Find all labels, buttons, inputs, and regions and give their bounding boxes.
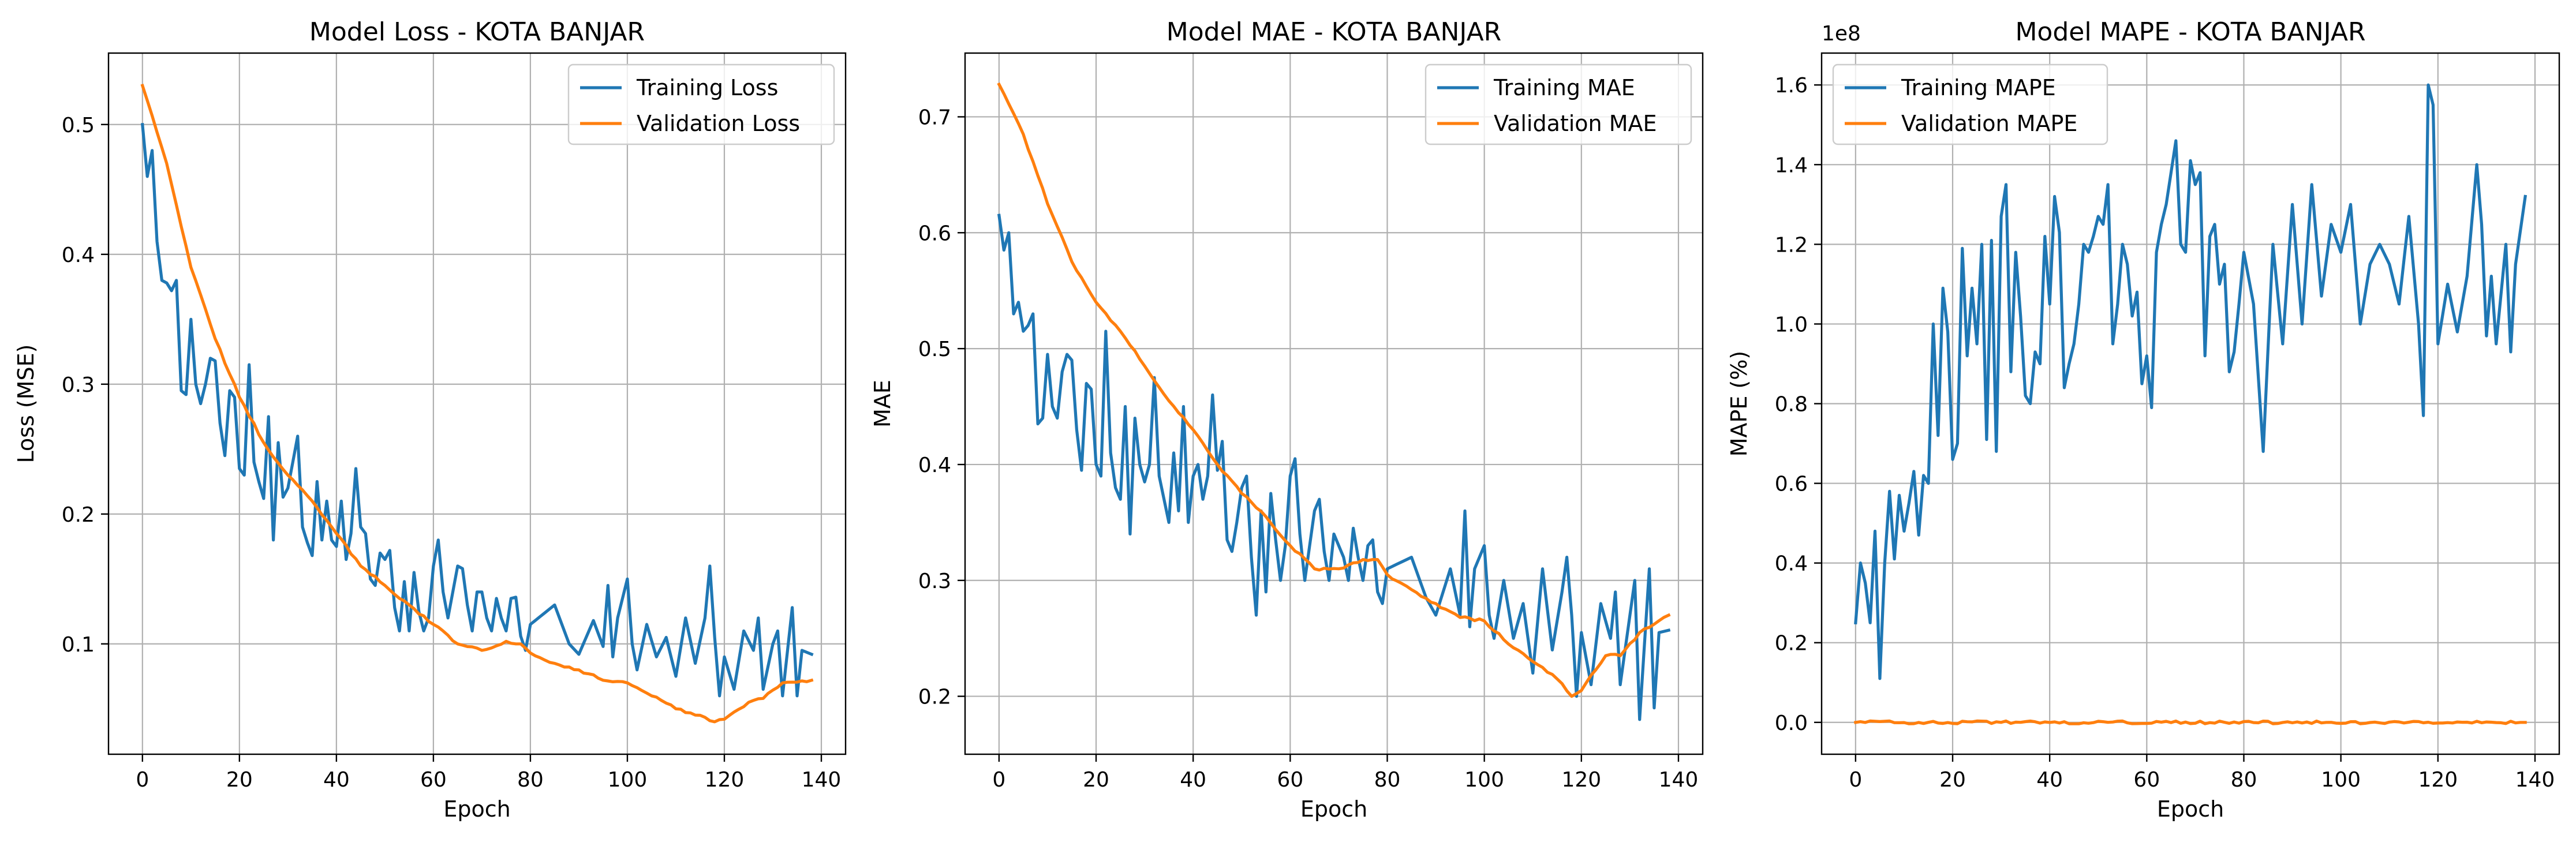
x-tick-label: 60 (1277, 768, 1303, 792)
x-tick-label: 100 (1464, 768, 1504, 792)
chart-title: Model MAE - KOTA BANJAR (1167, 17, 1502, 47)
series-line-validation (1853, 719, 2527, 725)
legend-label: Training MAPE (1901, 75, 2056, 100)
x-tick-label: 100 (608, 768, 648, 792)
x-tick-label: 80 (2231, 768, 2257, 792)
legend-box (1425, 63, 1692, 145)
y-tick-label: 1.2 (1775, 233, 1808, 257)
x-tick-label: 140 (802, 768, 842, 792)
y-tick-label: 0.2 (62, 503, 95, 527)
series-line-training (140, 122, 814, 698)
legend: Training MAPE Validation MAPE (1832, 63, 2108, 145)
y-axis-label: MAPE (%) (1726, 351, 1752, 457)
y-tick-label: 0.5 (918, 338, 951, 361)
x-axis-label: Epoch (443, 796, 510, 822)
x-tick-label: 40 (2036, 768, 2063, 792)
x-tick-label: 20 (1939, 768, 1966, 792)
y-tick-label: 0.4 (62, 244, 95, 267)
legend-label: Training MAE (1493, 75, 1635, 100)
chart-title: Model MAPE - KOTA BANJAR (2015, 17, 2365, 47)
legend-label: Validation MAE (1494, 111, 1657, 136)
x-tick-label: 80 (1374, 768, 1401, 792)
y-axis-label: MAE (870, 380, 895, 428)
x-tick-label: 40 (1180, 768, 1206, 792)
y-tick-label: 0.1 (62, 633, 95, 657)
chart-title: Model Loss - KOTA BANJAR (309, 17, 645, 47)
x-axis-label: Epoch (1300, 796, 1367, 822)
y-axis-label: Loss (MSE) (13, 345, 39, 463)
series-line-validation (997, 82, 1671, 698)
y-tick-label: 0.8 (1775, 393, 1808, 417)
y-tick-label: 1.6 (1775, 74, 1808, 98)
x-tick-label: 140 (2515, 768, 2555, 792)
x-axis-label: Epoch (2157, 796, 2224, 822)
legend-label: Validation Loss (637, 111, 800, 136)
chart-panel-1: 0 20 40 60 80 100 120 140 0.1 0.2 0.3 0.4 0.5 Model L… (13, 17, 847, 822)
x-tick-label: 0 (136, 768, 149, 792)
x-tick-label: 120 (705, 768, 745, 792)
y-tick-label: 0.3 (62, 373, 95, 397)
y-tick-label: 0.2 (1775, 632, 1808, 656)
x-tick-label: 60 (2133, 768, 2160, 792)
x-tick-label: 0 (992, 768, 1005, 792)
y-tick-label: 0.5 (62, 114, 95, 137)
y-offset-text: 1e8 (1822, 22, 1861, 46)
series-line-validation (140, 84, 814, 724)
series-line-training (997, 214, 1671, 721)
x-tick-label: 80 (517, 768, 544, 792)
legend: Training Loss Validation Loss (567, 63, 835, 145)
y-tick-label: 0.2 (918, 686, 951, 709)
y-tick-label: 0.3 (918, 570, 951, 593)
legend: Training MAE Validation MAE (1425, 63, 1692, 145)
x-tick-label: 120 (2418, 768, 2458, 792)
y-tick-label: 0.4 (1775, 552, 1808, 576)
legend-label: Validation MAPE (1901, 111, 2077, 136)
y-tick-label: 0.4 (918, 454, 951, 477)
y-tick-label: 1.4 (1775, 154, 1808, 177)
series-line-training (1854, 83, 2528, 680)
y-tick-label: 0.0 (1775, 712, 1808, 735)
chart-panel-3: 0 20 40 60 80 100 120 140 0.0 0.2 0.4 0.6 0.8 1.0 1.2 1… (1726, 17, 2560, 822)
x-tick-label: 100 (2321, 768, 2361, 792)
x-tick-label: 60 (420, 768, 447, 792)
x-tick-label: 20 (226, 768, 253, 792)
x-tick-label: 20 (1083, 768, 1109, 792)
y-tick-label: 0.7 (918, 106, 951, 129)
legend-label: Training Loss (636, 75, 778, 100)
legend-box (1832, 63, 2108, 145)
y-tick-label: 0.6 (1775, 473, 1808, 496)
x-tick-label: 140 (1659, 768, 1699, 792)
chart-panel-2: 0 20 40 60 80 100 120 140 0.2 0.3 0.4 0.5 0.6 0.7 Mode… (870, 17, 1704, 822)
x-tick-label: 120 (1561, 768, 1601, 792)
legend-box (567, 63, 835, 145)
axes-frame (107, 52, 847, 755)
x-tick-label: 0 (1849, 768, 1862, 792)
axes-frame (964, 52, 1704, 755)
x-tick-label: 40 (323, 768, 350, 792)
y-tick-label: 1.0 (1775, 313, 1808, 336)
y-tick-label: 0.6 (918, 222, 951, 245)
